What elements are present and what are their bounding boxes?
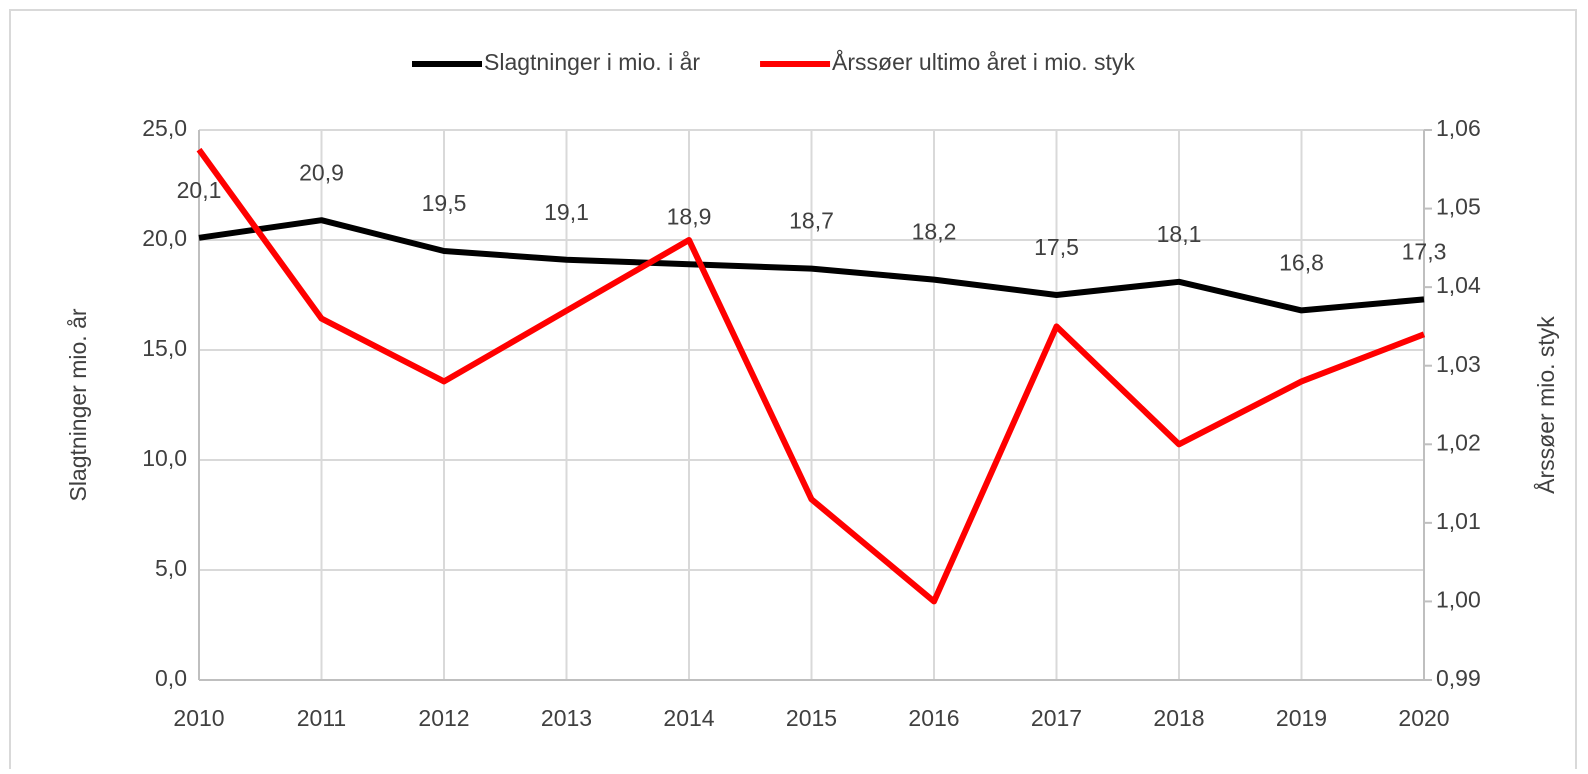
y-tick-label: 5,0 [155,555,187,581]
y-axis-title: Slagtninger mio. år [65,308,91,501]
y2-axis-title: Årssøer mio. styk [1532,316,1559,494]
legend-label: Slagtninger i mio. i år [484,49,700,75]
y-tick-label: 0,0 [155,665,187,691]
legend-label: Årssøer ultimo året i mio. styk [832,48,1135,75]
y2-tick-label: 1,05 [1436,194,1481,220]
data-label: 19,1 [544,199,589,225]
data-label: 20,9 [299,159,344,185]
data-label: 18,7 [789,208,834,234]
y2-tick-label: 1,03 [1436,351,1481,377]
x-tick-label: 2018 [1153,705,1204,731]
y2-tick-label: 1,02 [1436,429,1481,455]
data-label: 19,5 [422,190,467,216]
data-label: 18,2 [912,219,957,245]
data-label: 17,3 [1402,238,1447,264]
y-tick-label: 20,0 [142,225,187,251]
x-tick-label: 2011 [297,705,346,731]
chart-border [9,9,1577,774]
x-tick-label: 2017 [1031,705,1082,731]
data-label: 18,1 [1157,221,1202,247]
data-label: 17,5 [1034,234,1079,260]
x-tick-label: 2012 [418,705,469,731]
data-label: 16,8 [1279,249,1324,275]
x-tick-label: 2014 [663,705,714,731]
y-tick-label: 10,0 [142,445,187,471]
x-tick-label: 2019 [1276,705,1327,731]
x-tick-label: 2013 [541,705,592,731]
x-tick-label: 2015 [786,705,837,731]
data-label: 20,1 [177,177,222,203]
y-tick-label: 25,0 [142,115,187,141]
y2-tick-label: 1,06 [1436,115,1481,141]
x-tick-label: 2020 [1398,705,1449,731]
y2-tick-label: 1,04 [1436,272,1481,298]
y-tick-label: 15,0 [142,335,187,361]
y2-tick-label: 1,01 [1436,508,1481,534]
y2-tick-label: 0,99 [1436,665,1481,691]
x-tick-label: 2016 [908,705,959,731]
data-label: 18,9 [667,203,712,229]
x-tick-label: 2010 [173,705,224,731]
series-line [196,147,1426,605]
y2-tick-label: 1,00 [1436,587,1481,613]
series-line [198,217,1425,314]
